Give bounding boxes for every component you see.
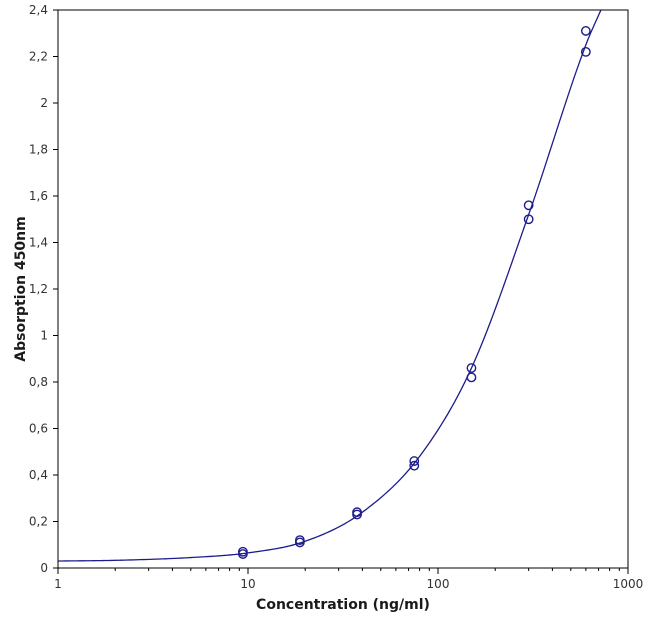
y-tick-label: 0,6 [29,422,48,436]
x-tick-label: 10 [240,577,255,591]
y-tick-label: 0,2 [29,515,48,529]
y-tick-label: 1,8 [29,143,48,157]
y-tick-label: 1,6 [29,189,48,203]
y-axis-title: Absorption 450nm [13,216,29,361]
fit-curve [57,9,602,562]
data-point [294,537,305,548]
data-point [523,214,534,225]
x-tick-label: 100 [427,577,450,591]
x-axis-title: Concentration (ng/ml) [256,597,430,613]
data-point [237,549,248,559]
y-tick-label: 0 [40,561,48,575]
y-tick-label: 1,4 [29,236,48,250]
curve-layer [57,9,602,562]
data-point [580,46,591,57]
x-tick-label: 1 [54,577,62,591]
tick-layer: 0 0,2 0,4 0,6 0,8 1 1,2 1,4 1,6 1,8 2 2,2 2,4 1 10 100 1… [29,3,643,591]
y-tick-label: 0,8 [29,375,48,389]
y-tick-label: 2 [40,96,48,110]
x-tick-label: 1000 [613,577,644,591]
data-point [409,456,420,466]
y-tick-label: 1,2 [29,282,48,296]
y-tick-label: 2,4 [29,3,48,17]
y-tick-label: 2,2 [29,50,48,64]
points-layer [237,26,591,559]
data-point [352,509,362,520]
data-point [409,460,420,471]
data-point [580,26,591,36]
plot-frame [57,9,629,569]
y-tick-label: 0,4 [29,468,48,482]
data-point [466,363,477,373]
data-point [523,200,534,211]
data-point [466,372,477,383]
y-tick-label: 1 [40,329,48,343]
